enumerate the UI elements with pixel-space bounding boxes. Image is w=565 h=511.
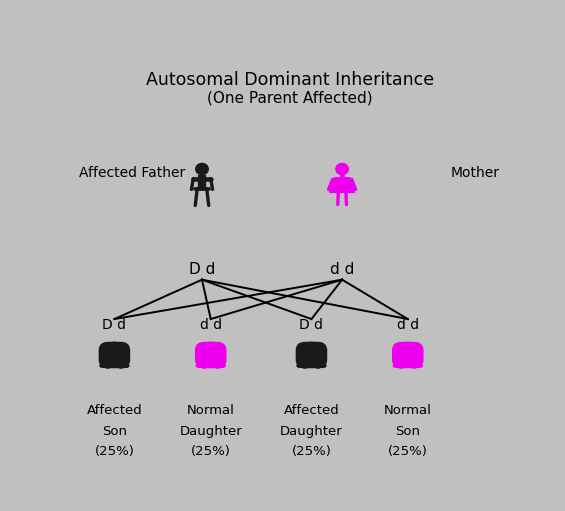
Circle shape: [116, 359, 126, 368]
Circle shape: [414, 353, 421, 360]
Circle shape: [318, 353, 325, 360]
Circle shape: [217, 353, 224, 360]
Text: Daughter: Daughter: [179, 425, 242, 438]
Circle shape: [314, 359, 323, 368]
Text: D d: D d: [102, 318, 127, 332]
Text: Son: Son: [102, 425, 127, 438]
Polygon shape: [329, 178, 355, 193]
Circle shape: [205, 342, 217, 353]
Text: Affected: Affected: [86, 404, 142, 416]
Ellipse shape: [319, 364, 326, 367]
Text: Affected Father: Affected Father: [79, 167, 186, 180]
Ellipse shape: [196, 364, 203, 367]
Text: Normal: Normal: [187, 404, 234, 416]
Circle shape: [108, 342, 120, 353]
Circle shape: [306, 342, 318, 353]
Circle shape: [197, 353, 205, 360]
Text: d d: d d: [330, 262, 354, 277]
Circle shape: [410, 359, 419, 368]
FancyBboxPatch shape: [195, 342, 226, 367]
Text: Son: Son: [396, 425, 420, 438]
Ellipse shape: [100, 364, 107, 367]
Text: (25%): (25%): [388, 445, 428, 458]
Circle shape: [103, 359, 112, 368]
Circle shape: [195, 164, 208, 175]
Text: (25%): (25%): [292, 445, 332, 458]
Ellipse shape: [219, 364, 225, 367]
Circle shape: [336, 164, 349, 175]
Circle shape: [101, 353, 108, 360]
Circle shape: [298, 353, 306, 360]
Circle shape: [396, 359, 406, 368]
Text: Autosomal Dominant Inheritance: Autosomal Dominant Inheritance: [146, 71, 433, 89]
FancyBboxPatch shape: [393, 342, 423, 367]
Text: d d: d d: [199, 318, 222, 332]
Text: Daughter: Daughter: [280, 425, 343, 438]
Circle shape: [199, 359, 209, 368]
Ellipse shape: [297, 364, 303, 367]
Ellipse shape: [416, 364, 422, 367]
Circle shape: [212, 359, 222, 368]
Ellipse shape: [122, 364, 129, 367]
Text: Mother: Mother: [451, 167, 499, 180]
Text: (One Parent Affected): (One Parent Affected): [207, 91, 372, 106]
Text: D d: D d: [299, 318, 323, 332]
Circle shape: [402, 342, 414, 353]
FancyBboxPatch shape: [99, 342, 129, 367]
FancyBboxPatch shape: [297, 342, 327, 367]
Text: (25%): (25%): [191, 445, 231, 458]
Text: Normal: Normal: [384, 404, 432, 416]
Circle shape: [300, 359, 310, 368]
Text: (25%): (25%): [94, 445, 134, 458]
Text: Affected: Affected: [284, 404, 340, 416]
Ellipse shape: [393, 364, 400, 367]
Text: D d: D d: [189, 262, 215, 277]
Circle shape: [394, 353, 402, 360]
Circle shape: [120, 353, 128, 360]
Text: d d: d d: [397, 318, 419, 332]
